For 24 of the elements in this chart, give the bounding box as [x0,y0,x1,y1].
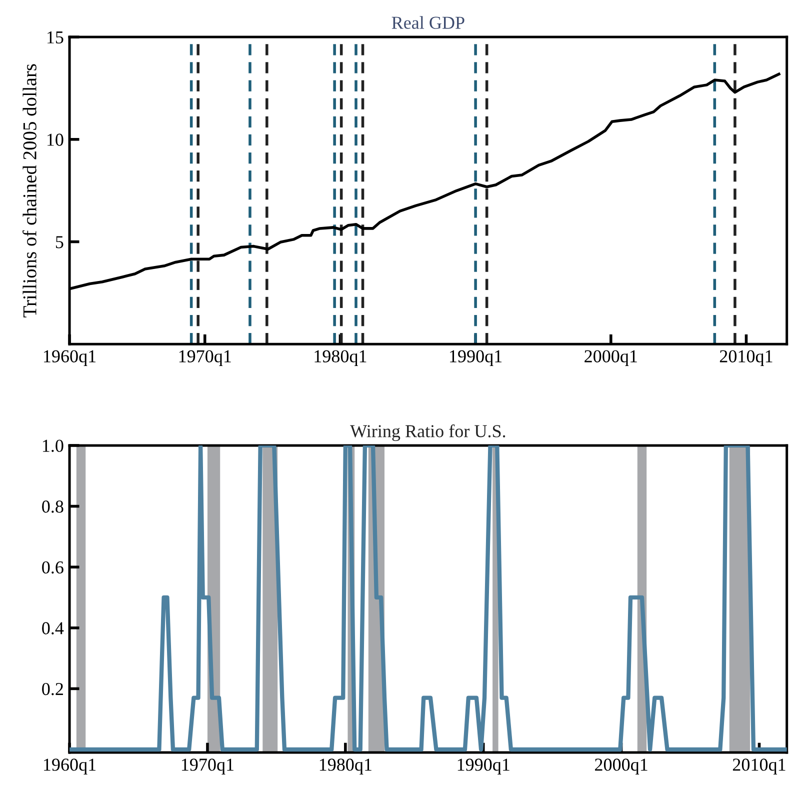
x-tick-label: 2010q1 [732,758,786,774]
y-tick-label: 0.8 [42,500,64,513]
y-tick-label: 0.6 [42,561,64,574]
line-series [70,445,787,752]
y-tick-label: 0.2 [42,682,63,696]
x-tick-label: 1980q1 [320,758,372,774]
y-tick-label: 10 [47,134,64,146]
y-tick-label: 0.4 [42,622,64,634]
x-tick-label: 1970q1 [182,758,234,774]
x-tick-label: 2000q1 [584,350,637,366]
x-tick-label: 2010q1 [720,350,772,366]
y-axis-title: Trillions of chained 2005 dollars [22,64,36,318]
y-tick-label: 1.0 [42,440,64,452]
x-tick-label: 1960q1 [44,758,96,774]
x-tick-label: 1970q1 [179,350,231,366]
y-tick-label: 15 [47,31,64,44]
x-tick-label: 1960q1 [44,350,96,366]
x-tick-label: 1990q1 [450,350,502,366]
x-tick-label: 1980q1 [314,350,366,366]
x-tick-label: 2000q1 [595,758,648,774]
chart-title: Wiring Ratio for U.S. [350,424,506,442]
y-tick-label: 5 [56,236,64,248]
x-tick-label: 1990q1 [458,758,510,774]
chart-title: Real GDP [392,16,464,29]
